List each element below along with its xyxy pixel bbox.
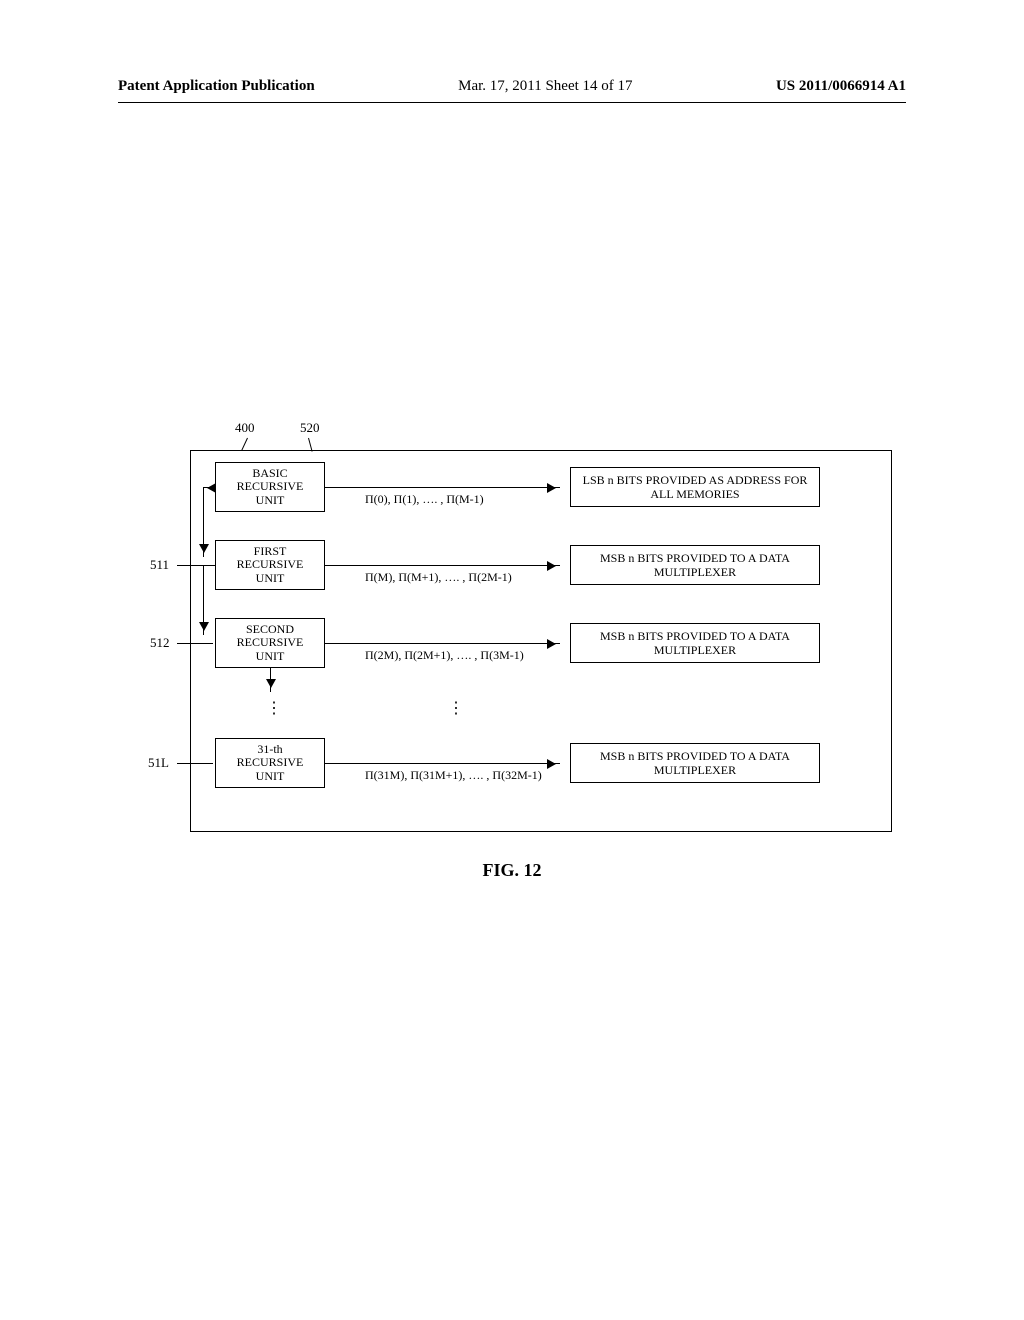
- stub-left-r0b: [203, 487, 215, 488]
- vdots-units: ⋮: [266, 698, 282, 718]
- msg-r2: MSB n BITS PROVIDED TO A DATA MULTIPLEXE…: [570, 623, 820, 663]
- header-left: Patent Application Publication: [118, 78, 315, 95]
- arrow-down-2dots: [270, 668, 271, 692]
- msg-r3: MSB n BITS PROVIDED TO A DATA MULTIPLEXE…: [570, 743, 820, 783]
- arrow-r1: [325, 565, 560, 566]
- ref-520: 520: [300, 420, 320, 436]
- header-rule: [118, 102, 906, 103]
- vdots-seq: ⋮: [448, 698, 464, 718]
- figure-12: 400 520 BASICRECURSIVEUNIT Π(0), Π(1), ……: [130, 420, 890, 840]
- page-header: Patent Application Publication Mar. 17, …: [118, 78, 906, 95]
- ref-400: 400: [235, 420, 255, 436]
- leader-400: [241, 438, 248, 451]
- seq-r1: Π(M), Π(M+1), …. , Π(2M-1): [365, 570, 512, 585]
- first-recursive-unit: FIRSTRECURSIVEUNIT: [215, 540, 325, 590]
- msg-r0: LSB n BITS PROVIDED AS ADDRESS FOR ALL M…: [570, 467, 820, 507]
- leader-512: [177, 643, 213, 644]
- arrow-r3: [325, 763, 560, 764]
- second-recursive-unit: SECONDRECURSIVEUNIT: [215, 618, 325, 668]
- basic-recursive-unit: BASICRECURSIVEUNIT: [215, 462, 325, 512]
- figure-caption: FIG. 12: [0, 860, 1024, 881]
- seq-r2: Π(2M), Π(2M+1), …. , Π(3M-1): [365, 648, 524, 663]
- nth-recursive-unit: 31-thRECURSIVEUNIT: [215, 738, 325, 788]
- seq-r0: Π(0), Π(1), …. , Π(M-1): [365, 492, 484, 507]
- leader-51L: [177, 763, 213, 764]
- header-middle: Mar. 17, 2011 Sheet 14 of 17: [458, 78, 632, 95]
- ref-512: 512: [150, 635, 170, 651]
- arrow-down-12-v: [203, 565, 204, 635]
- header-right: US 2011/0066914 A1: [776, 78, 906, 95]
- seq-r3: Π(31M), Π(31M+1), …. , Π(32M-1): [365, 768, 542, 783]
- arrow-down-01-v: [203, 487, 204, 557]
- arrow-r2: [325, 643, 560, 644]
- msg-r1: MSB n BITS PROVIDED TO A DATA MULTIPLEXE…: [570, 545, 820, 585]
- arrow-r0: [325, 487, 560, 488]
- ref-511: 511: [150, 557, 169, 573]
- ref-51L: 51L: [148, 755, 169, 771]
- stub-left-r1: [203, 565, 215, 566]
